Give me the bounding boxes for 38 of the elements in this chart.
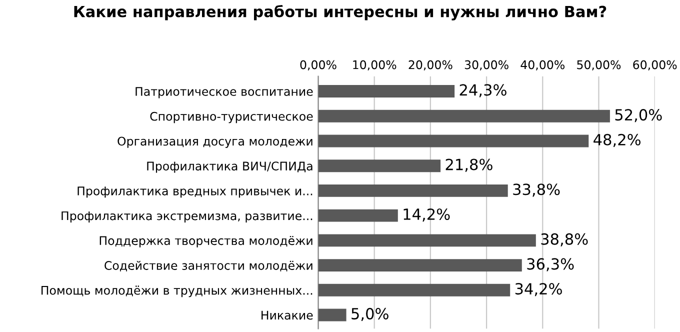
y-tick-label: Организация досуга молодежи: [118, 136, 312, 148]
bar: [318, 209, 398, 222]
y-tick-label: Спортивно-туристическое: [150, 112, 313, 124]
y-tick-label: Никакие: [262, 310, 313, 320]
x-tick-label: 20,00%: [408, 60, 452, 70]
data-label: 52,0%: [615, 109, 662, 122]
y-tick-label: Помощь молодёжи в трудных жизненных...: [42, 286, 312, 298]
x-tick-label: 40,00%: [520, 60, 564, 70]
x-tick-label: 10,00%: [353, 60, 396, 70]
y-tick-label: Профилактика ВИЧ/СПИДа: [147, 162, 312, 173]
chart-title: Какие направления работы интересны и нужны лично Вам?: [74, 4, 606, 20]
y-tick-label: Содействие занятости молодёжи: [104, 260, 312, 272]
y-tick-label: Поддержка творчества молодёжи: [100, 236, 312, 248]
y-tick-label: Профилактика экстремизма, развитие...: [62, 211, 312, 223]
data-label: 34,2%: [515, 283, 562, 296]
y-tick-label: Профилактика вредных привычек и...: [78, 186, 312, 198]
data-label: 24,3%: [460, 84, 506, 98]
x-tick-label: 0,00%: [300, 60, 336, 70]
data-label: 21,8%: [446, 158, 492, 172]
data-label: 5,0%: [352, 308, 388, 321]
data-label: 48,2%: [594, 134, 640, 147]
x-tick-label: 60,00%: [633, 60, 677, 70]
bar: [318, 234, 536, 247]
bar: [318, 160, 441, 172]
x-tick-label: 50,00%: [577, 60, 621, 70]
data-label: 14,2%: [404, 208, 450, 222]
bar: [318, 184, 508, 197]
data-label: 33,8%: [513, 184, 560, 197]
bar: [318, 284, 510, 296]
bar: [318, 259, 522, 272]
bar: [318, 308, 346, 322]
data-label: 38,8%: [541, 233, 588, 246]
bar: [318, 85, 455, 98]
x-tick-label: 30,00%: [464, 60, 508, 70]
bar: [318, 134, 589, 148]
bar: [318, 110, 610, 122]
data-label: 36,3%: [527, 258, 574, 272]
y-tick-label: Патриотическое воспитание: [136, 87, 313, 98]
